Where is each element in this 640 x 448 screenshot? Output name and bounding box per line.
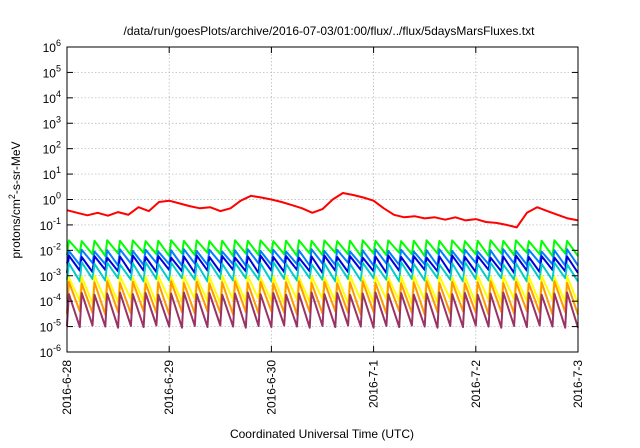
y-tick-label: 10-6 — [40, 343, 61, 360]
x-tick-label: 2016-7-3 — [571, 360, 585, 408]
y-tick-label: 10-4 — [40, 292, 61, 309]
series-line-5 — [66, 261, 579, 283]
x-tick-label: 2016-6-28 — [60, 360, 74, 415]
series-line-3 — [66, 248, 579, 267]
y-tick-label: 103 — [43, 114, 61, 131]
series-line-1 — [66, 192, 579, 229]
y-tick-label: 102 — [43, 140, 61, 157]
y-tick-label: 10-1 — [40, 216, 61, 233]
axes: 10-6 10-5 10-4 10-3 10-2 10-1 100 101 102 103 104 1… — [40, 38, 585, 415]
y-tick-label: 10-5 — [40, 318, 61, 335]
x-axis-label: Coordinated Universal Time (UTC) — [230, 427, 414, 441]
y-tick-label: 100 — [43, 191, 61, 208]
y-tick-label: 101 — [43, 165, 61, 182]
x-tick-label: 2016-7-2 — [469, 360, 483, 408]
data-series — [66, 192, 579, 329]
y-tick-label: 10-2 — [40, 241, 61, 258]
x-tick-label: 2016-6-30 — [264, 360, 278, 415]
x-tick-label: 2016-6-29 — [162, 360, 176, 415]
y-tick-label: 10-3 — [40, 267, 61, 284]
series-line-8 — [66, 291, 579, 329]
y-axis-label: protons/cm2-s-sr-MeV — [7, 141, 23, 258]
y-tick-label: 106 — [43, 38, 61, 55]
x-tick-label: 2016-7-1 — [367, 360, 381, 408]
y-tick-label: 104 — [43, 89, 61, 106]
y-tick-label: 105 — [43, 63, 61, 80]
series-line-2 — [66, 239, 579, 257]
chart-title: /data/run/goesPlots/archive/2016-07-03/0… — [124, 24, 536, 38]
